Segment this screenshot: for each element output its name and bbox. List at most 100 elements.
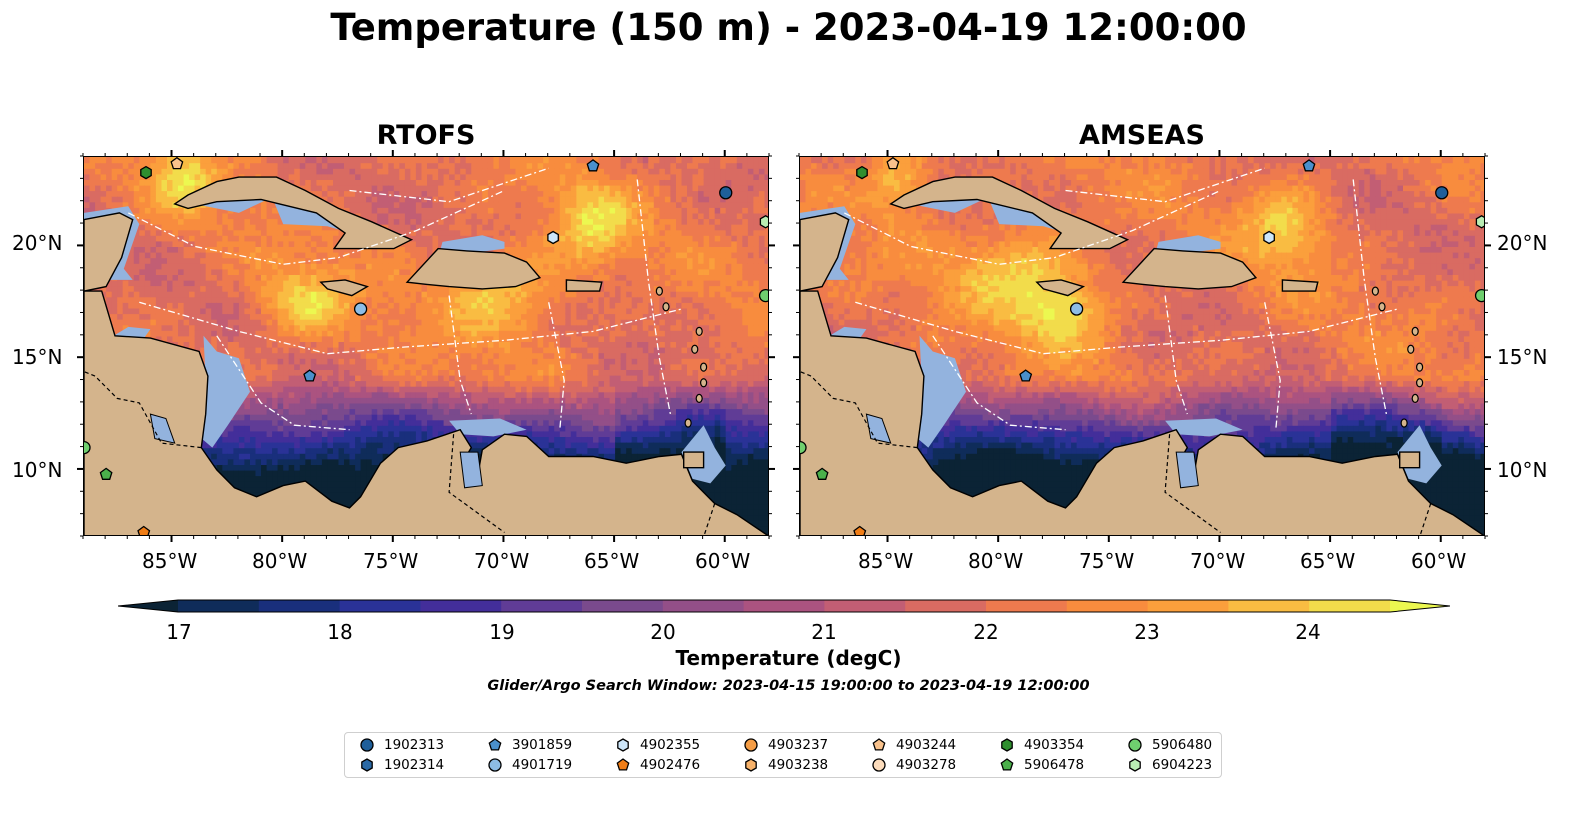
- island: [700, 362, 708, 372]
- eez-boundary: [349, 167, 549, 203]
- platform-5906478[interactable]: [815, 467, 829, 480]
- colorbar-segment: [662, 600, 745, 612]
- platform-4902476[interactable]: [853, 525, 867, 537]
- island: [1411, 326, 1419, 336]
- island: [662, 302, 670, 312]
- legend-label: 4903244: [896, 737, 957, 753]
- rtofs-map[interactable]: [83, 156, 769, 536]
- platform-4901719[interactable]: [1069, 302, 1084, 316]
- colorbar-tick-18: 18: [327, 620, 353, 644]
- left-lat-label-15n: 15°N: [12, 345, 63, 369]
- eez-boundary: [1264, 302, 1281, 430]
- eez-boundary: [139, 301, 682, 355]
- legend-item-1902314: 1902314: [359, 757, 444, 773]
- amseas-map[interactable]: [799, 156, 1485, 536]
- platform-3901859[interactable]: [1302, 159, 1316, 172]
- eez-boundary: [1352, 179, 1388, 415]
- platform-6904223[interactable]: [1475, 215, 1485, 229]
- platform-4903354[interactable]: [140, 165, 152, 180]
- right-lat-label-15n: 15°N: [1497, 345, 1548, 369]
- colorbar-segment: [905, 600, 987, 612]
- legend-label: 4903238: [768, 757, 829, 773]
- island: [691, 344, 699, 354]
- eez-boundary: [1164, 295, 1188, 415]
- amseas-lon-label-60w: 60°W: [1411, 549, 1467, 573]
- rtofs-lon-label-65w: 65°W: [584, 549, 640, 573]
- land-hispaniola: [1121, 247, 1258, 290]
- search-window-caption: Glider/Argo Search Window: 2023-04-15 19…: [487, 678, 1090, 694]
- circle-marker-icon[interactable]: [872, 758, 886, 772]
- land-puerto-rico: [565, 279, 603, 292]
- platform-3901859[interactable]: [586, 159, 600, 172]
- platform-1902313[interactable]: [1435, 186, 1449, 200]
- platform-6904223[interactable]: [759, 215, 769, 229]
- legend-item-4902355: 4902355: [615, 737, 700, 753]
- platform-4901719[interactable]: [353, 302, 368, 316]
- rtofs-lon-label-60w: 60°W: [695, 549, 751, 573]
- pentagon-marker-icon[interactable]: [616, 758, 630, 771]
- land-cuba: [889, 176, 1130, 250]
- colorbar-tick-24: 24: [1295, 620, 1321, 644]
- circle-marker-icon[interactable]: [744, 738, 758, 752]
- platform-4902476[interactable]: [137, 525, 151, 537]
- platform-5906478[interactable]: [99, 467, 113, 480]
- lake: [149, 413, 176, 444]
- eez-boundary: [932, 335, 1066, 431]
- legend-item-4902476: 4902476: [615, 757, 700, 773]
- platform-5906480[interactable]: [758, 288, 769, 303]
- circle-marker-icon[interactable]: [1128, 738, 1142, 752]
- circle-marker-icon[interactable]: [488, 758, 502, 772]
- rtofs-lon-label-85w: 85°W: [142, 549, 198, 573]
- hexagon-marker-icon[interactable]: [617, 738, 629, 752]
- eez-boundary: [636, 179, 672, 415]
- platform-legend: 1902313 1902314 3901859 4901719 4902355 49024…: [344, 732, 1222, 778]
- island: [695, 326, 703, 336]
- platform-5906480[interactable]: [84, 440, 91, 455]
- border-line: [703, 503, 716, 535]
- right-lat-label-20n: 20°N: [1497, 231, 1548, 255]
- colorbar-extend-high: [1390, 600, 1450, 612]
- hexagon-marker-icon[interactable]: [361, 758, 373, 772]
- platform-3901859[interactable]: [1019, 369, 1033, 382]
- land-trinidad: [1399, 451, 1421, 469]
- rtofs-lon-label-80w: 80°W: [252, 549, 308, 573]
- platform-4903354[interactable]: [856, 165, 868, 180]
- colorbar-tick-22: 22: [973, 620, 999, 644]
- platform-4902355[interactable]: [547, 230, 559, 245]
- lake: [459, 451, 483, 489]
- legend-label: 1902313: [384, 737, 445, 753]
- legend-label: 4902355: [640, 737, 701, 753]
- pentagon-marker-icon[interactable]: [1000, 758, 1014, 771]
- island: [695, 393, 703, 404]
- colorbar-label: Temperature (degC): [675, 646, 902, 670]
- shelf-area: [915, 335, 966, 448]
- platform-5906480[interactable]: [1474, 288, 1485, 303]
- land-south-america: [800, 290, 1484, 535]
- land-yucatan: [84, 212, 134, 292]
- hexagon-marker-icon[interactable]: [745, 758, 757, 772]
- platform-4902355[interactable]: [1263, 230, 1275, 245]
- pentagon-marker-icon[interactable]: [872, 738, 886, 751]
- island: [1416, 378, 1424, 388]
- platform-1902313[interactable]: [719, 186, 733, 200]
- shelf-area: [199, 335, 250, 448]
- legend-item-6904223: 6904223: [1127, 757, 1212, 773]
- platform-5906480[interactable]: [800, 440, 807, 455]
- pentagon-marker-icon[interactable]: [488, 738, 502, 751]
- colorbar-segment: [582, 600, 664, 612]
- shelf-area: [183, 192, 343, 231]
- island: [1371, 286, 1379, 296]
- circle-marker-icon[interactable]: [360, 738, 374, 752]
- colorbar-segment: [1147, 600, 1229, 612]
- legend-item-4901719: 4901719: [487, 757, 572, 773]
- land-hispaniola: [405, 247, 542, 290]
- hexagon-marker-icon[interactable]: [1001, 738, 1013, 752]
- platform-4903244[interactable]: [170, 157, 184, 170]
- legend-item-4903278: 4903278: [871, 757, 956, 773]
- platform-4903244[interactable]: [886, 157, 900, 170]
- colorbar-tick-17: 17: [166, 620, 192, 644]
- border-line: [800, 371, 918, 449]
- hexagon-marker-icon[interactable]: [1129, 758, 1141, 772]
- amseas-lon-label-85w: 85°W: [858, 549, 914, 573]
- platform-3901859[interactable]: [303, 369, 317, 382]
